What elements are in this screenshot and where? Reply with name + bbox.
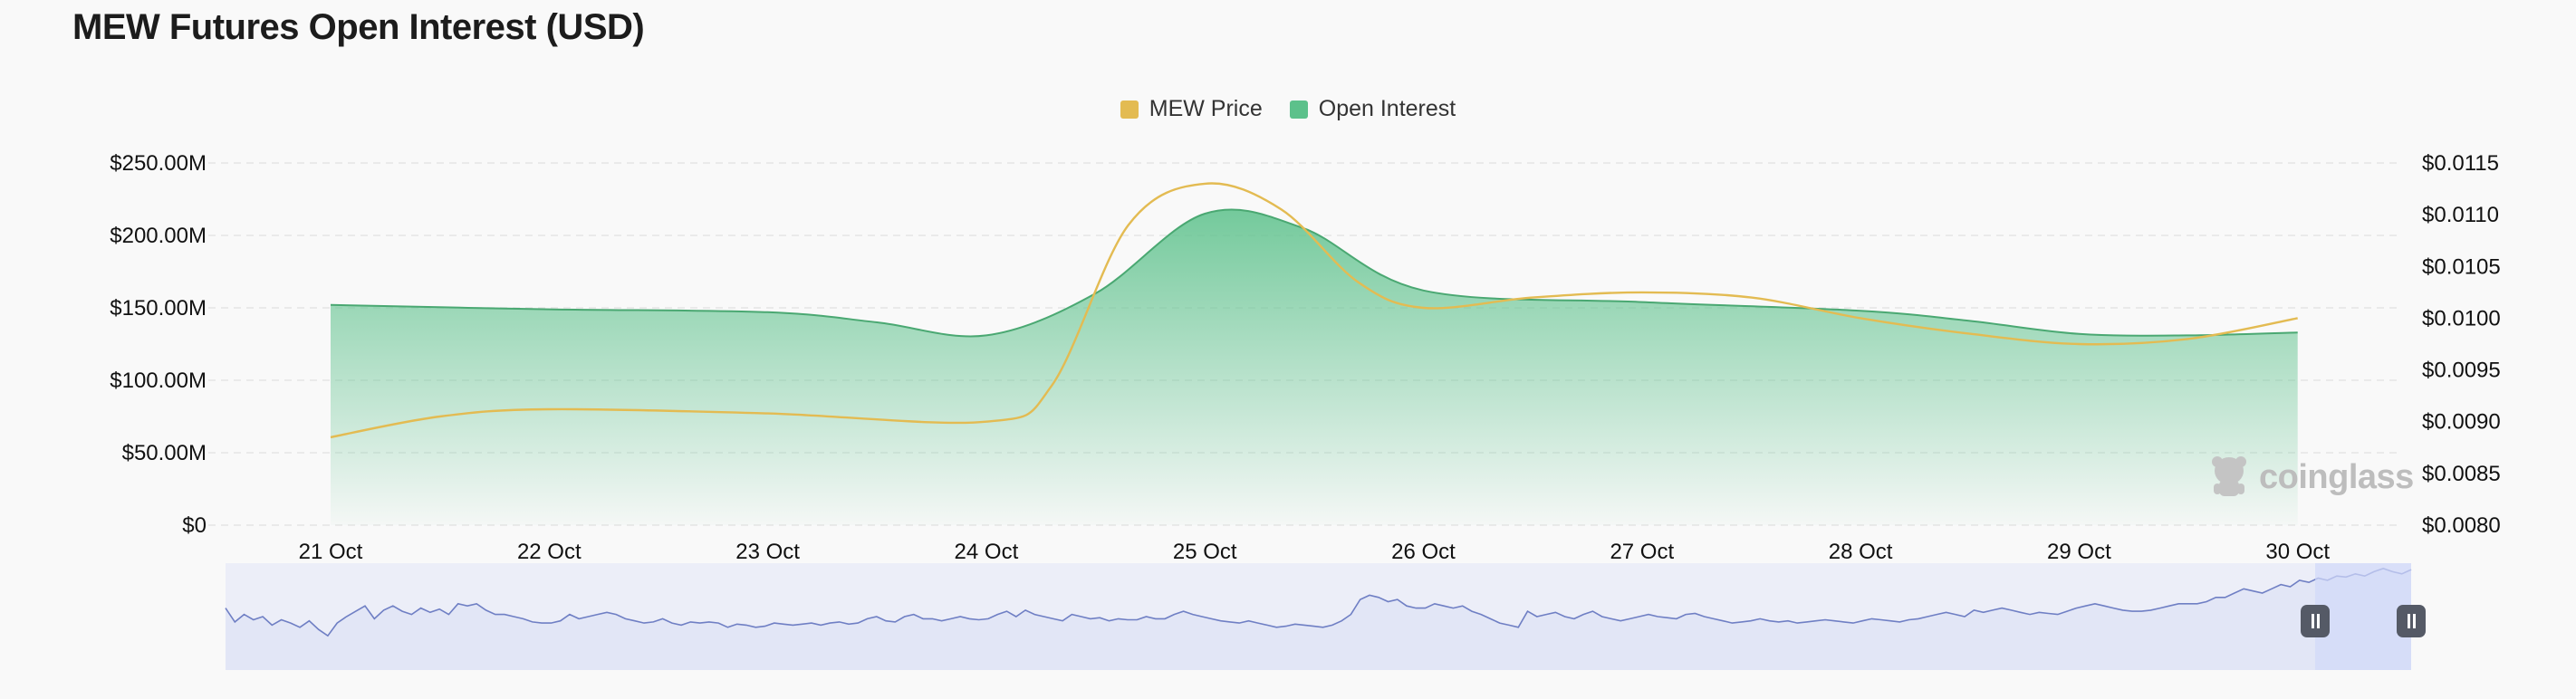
right-axis: $0.0080 $0.0085 $0.0090 $0.0095 $0.0100 $0.01… [2422, 151, 2501, 538]
right-tick-label: $0.0100 [2422, 306, 2501, 330]
right-tick-label: $0.0090 [2422, 410, 2501, 435]
legend-item-mew-price[interactable]: MEW Price [1120, 96, 1263, 122]
x-tick-label: 29 Oct [2047, 540, 2111, 564]
x-tick-label: 28 Oct [1829, 540, 1893, 564]
legend-swatch-mew-price [1120, 100, 1139, 119]
navigator-handle-left[interactable] [2301, 605, 2330, 637]
right-tick-label: $0.0085 [2422, 462, 2501, 486]
x-axis: 21 Oct 22 Oct 23 Oct 24 Oct 25 Oct 26 Oct 27 O… [299, 540, 2331, 564]
legend-swatch-open-interest [1289, 100, 1308, 119]
open-interest-area[interactable] [331, 209, 2298, 525]
legend-item-open-interest[interactable]: Open Interest [1289, 96, 1456, 122]
navigator-line [225, 568, 2412, 637]
x-tick-label: 30 Oct [2265, 540, 2330, 564]
watermark: coinglass [2208, 453, 2414, 502]
legend-label-mew-price: MEW Price [1149, 96, 1263, 121]
x-tick-label: 23 Oct [735, 540, 800, 564]
mew-price-line[interactable] [330, 182, 2298, 439]
watermark-text: coinglass [2259, 457, 2414, 496]
left-tick-label: $100.00M [110, 369, 207, 393]
right-tick-label: $0.0105 [2422, 254, 2501, 279]
left-axis: $0 $50.00M $100.00M $150.00M $200.00M $250.00… [110, 151, 207, 538]
coinglass-logo-icon [2212, 456, 2246, 496]
chart-title: MEW Futures Open Interest (USD) [72, 7, 645, 47]
right-tick-label: $0.0095 [2422, 359, 2501, 383]
right-tick-label: $0.0115 [2422, 151, 2499, 176]
x-tick-label: 27 Oct [1610, 540, 1674, 564]
left-tick-label: $150.00M [110, 296, 207, 321]
left-tick-label: $200.00M [110, 224, 207, 248]
legend: MEW Price Open Interest [0, 96, 2576, 122]
left-tick-label: $0 [182, 513, 207, 538]
x-tick-label: 24 Oct [955, 540, 1019, 564]
range-navigator[interactable] [225, 563, 2426, 670]
left-tick-label: $250.00M [110, 151, 207, 176]
right-tick-label: $0.0080 [2422, 513, 2501, 538]
x-tick-label: 21 Oct [299, 540, 363, 564]
navigator-selection[interactable] [2315, 563, 2411, 670]
navigator-handle-right[interactable] [2397, 605, 2426, 637]
right-tick-label: $0.0110 [2422, 203, 2499, 227]
navigator-area [226, 568, 2411, 670]
left-tick-label: $50.00M [122, 441, 207, 465]
x-tick-label: 25 Oct [1173, 540, 1237, 564]
x-tick-label: 26 Oct [1391, 540, 1456, 564]
legend-label-open-interest: Open Interest [1318, 96, 1456, 121]
x-tick-label: 22 Oct [517, 540, 582, 564]
